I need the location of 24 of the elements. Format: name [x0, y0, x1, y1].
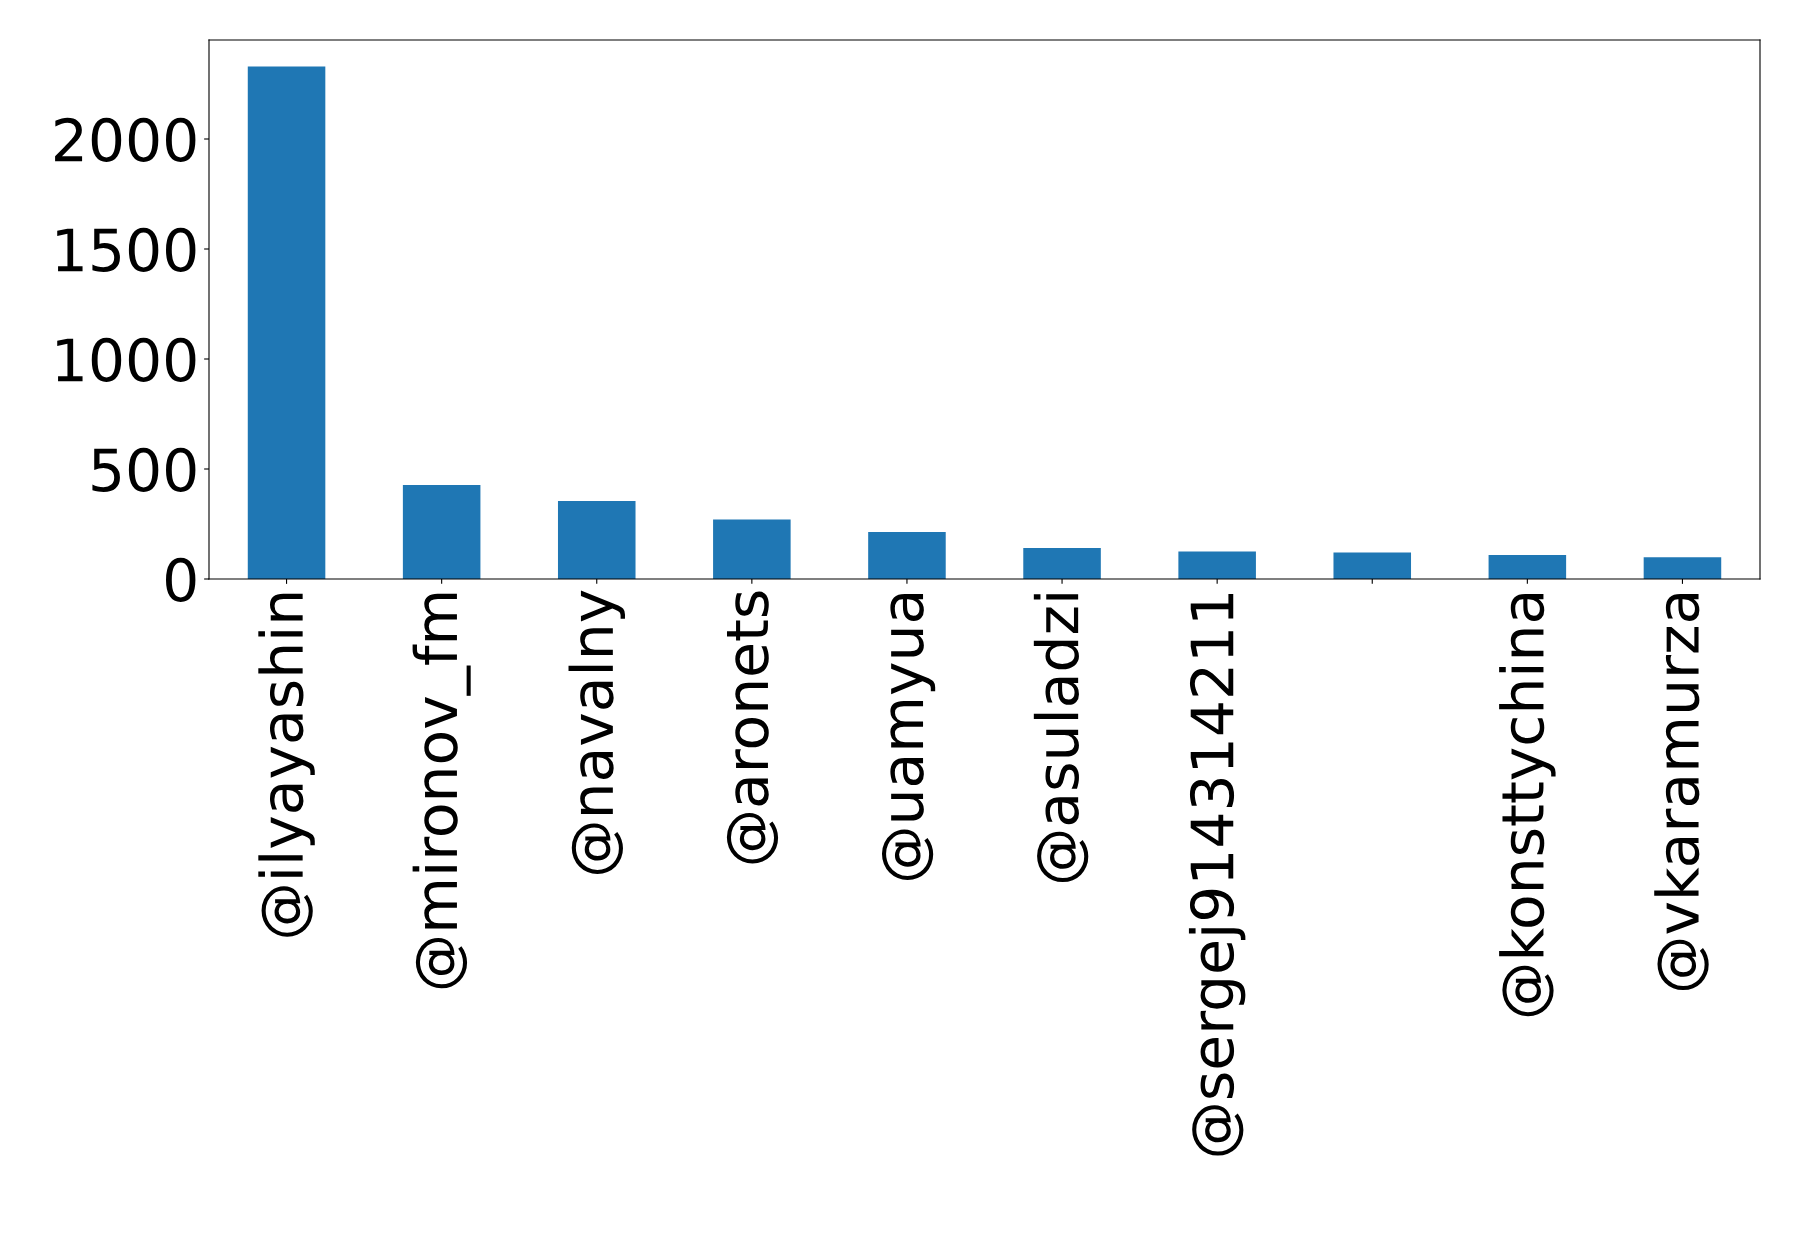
x-tick-label: @aronets	[726, 591, 779, 864]
x-tick-label: @mironov_fm	[412, 593, 471, 989]
y-tick-label: 1000	[57, 337, 196, 382]
bar	[713, 519, 791, 579]
y-tick-label: 500	[92, 447, 196, 492]
y-tick-label: 2000	[55, 117, 196, 162]
bar	[402, 485, 481, 579]
x-tick-label: @navalny	[568, 590, 625, 874]
bar	[1643, 557, 1722, 579]
y-tick-label: 0	[166, 557, 196, 602]
x-tick-label: @vkaramurza	[1654, 594, 1709, 991]
bar	[1333, 552, 1412, 579]
bar	[1488, 555, 1567, 579]
x-tick-label: @asuladzi	[1033, 594, 1089, 883]
bar	[1178, 551, 1256, 579]
y-tick-label: 1500	[57, 227, 196, 272]
bar	[1023, 547, 1101, 579]
x-tick-label: @sergej914314211	[1188, 594, 1246, 1156]
bar	[247, 66, 326, 579]
x-tick-label: @konsttychina	[1499, 594, 1556, 1017]
x-tick-label: @ilyayashin	[258, 593, 315, 937]
bar	[868, 531, 946, 579]
x-tick-label: @uamyua	[881, 594, 936, 880]
bar	[557, 501, 636, 579]
